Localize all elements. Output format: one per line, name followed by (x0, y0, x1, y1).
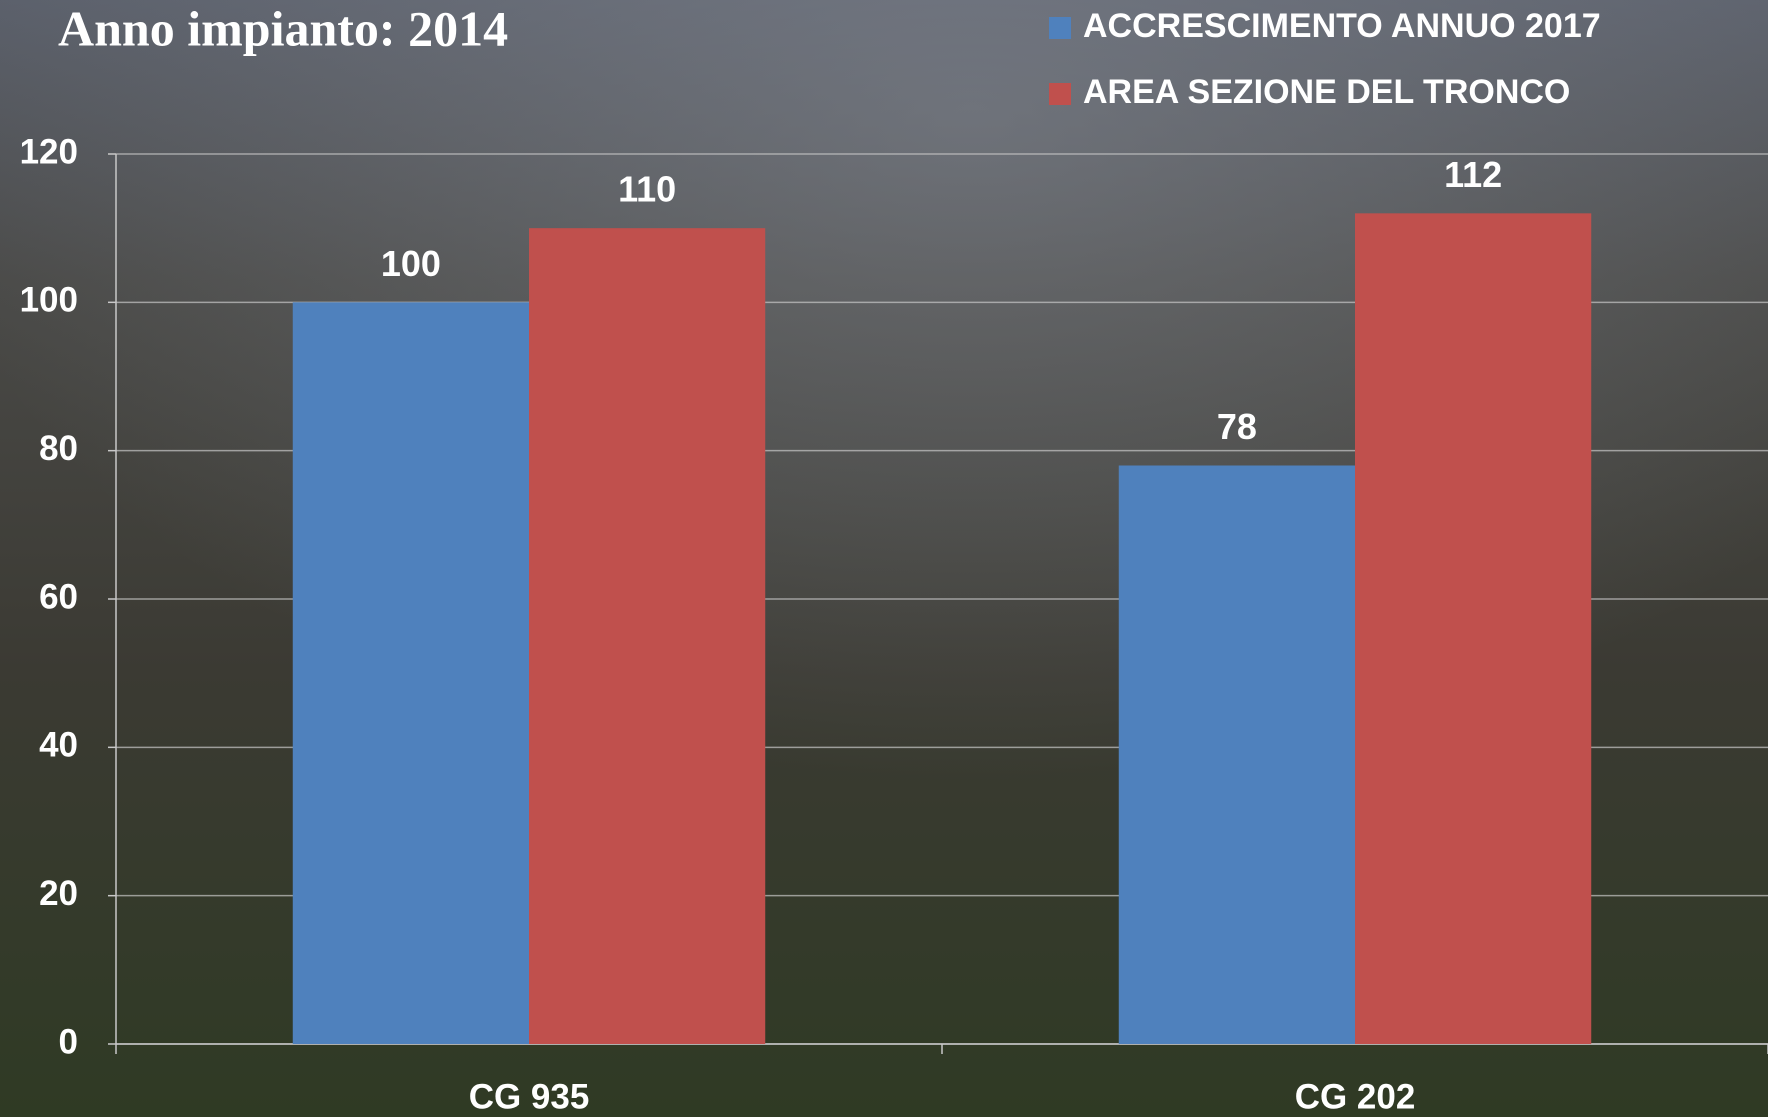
legend-label: ACCRESCIMENTO ANNUO 2017 (1083, 7, 1601, 45)
bar (1118, 465, 1355, 1044)
y-tick-label: 20 (39, 874, 78, 913)
legend-label: AREA SEZIONE DEL TRONCO (1083, 73, 1570, 111)
y-tick-label: 0 (59, 1022, 78, 1061)
x-tick-label: CG 935 (469, 1077, 590, 1116)
y-tick-label: 40 (39, 726, 78, 765)
value-label: 110 (618, 169, 676, 210)
bar (292, 302, 529, 1044)
legend-swatch (1049, 17, 1071, 39)
x-tick-label: CG 202 (1295, 1077, 1416, 1116)
y-tick-label: 60 (39, 577, 78, 616)
bar (529, 228, 766, 1044)
chart-title: Anno impianto: 2014 (58, 0, 508, 56)
legend-swatch (1049, 83, 1071, 105)
y-tick-label: 120 (20, 132, 78, 171)
value-label: 100 (381, 243, 441, 284)
value-label: 78 (1217, 406, 1257, 447)
y-tick-label: 100 (20, 281, 78, 320)
y-tick-label: 80 (39, 429, 78, 468)
bar (1355, 213, 1592, 1045)
value-label: 112 (1444, 154, 1502, 195)
